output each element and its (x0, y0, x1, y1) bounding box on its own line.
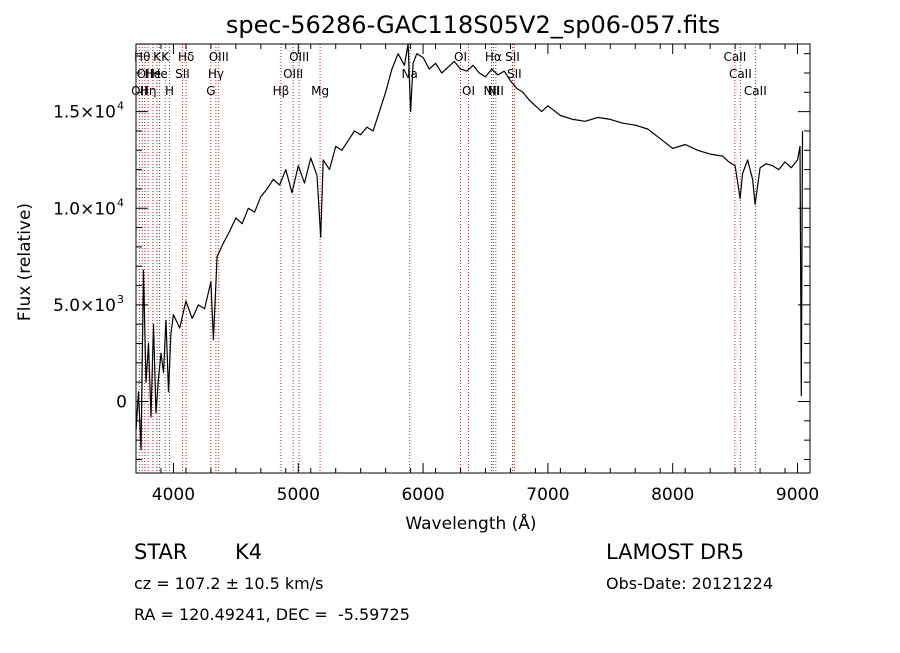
y-tick-exponent-3: 4 (117, 100, 124, 113)
x-tick-label-3: 7000 (526, 485, 569, 505)
spectral-line-label-19: OI (454, 50, 467, 64)
chart-title: spec-56286-GAC118S05V2_sp06-057.fits (226, 11, 720, 39)
y-tick-exponent-2: 4 (117, 196, 124, 209)
spectral-line-label-1: Hθ (134, 50, 150, 64)
spectral-line-label-3: Hη (140, 84, 157, 98)
x-tick-label-0: 4000 (152, 485, 195, 505)
spectral-line-label-23: NII (488, 84, 504, 98)
object-subclass: K4 (235, 540, 263, 564)
spectral-line-label-24: SII (505, 50, 520, 64)
spectral-line-label-18: Na (402, 67, 418, 81)
y-tick-label-1: 5.0×10 (53, 296, 116, 316)
y-tick-label-3: 1.5×10 (53, 103, 116, 123)
spectral-line-label-26: CaII (723, 50, 746, 64)
spectral-line-label-12: Hγ (208, 67, 224, 81)
spectrum-series (135, 43, 804, 451)
spectral-line-label-21: NII (483, 84, 499, 98)
x-tick-label-4: 8000 (651, 485, 694, 505)
object-class: STAR (134, 540, 188, 564)
spectral-line-label-27: CaII (729, 67, 752, 81)
spectral-line-label-15: OIII (283, 67, 303, 81)
spectral-line-label-6: He (151, 67, 167, 81)
spectrum-line-0 (135, 43, 804, 451)
observation-date: Obs-Date: 20121224 (606, 574, 774, 593)
spectral-line-label-17: Mg (311, 84, 329, 98)
x-tick-label-5: 9000 (776, 485, 819, 505)
spectral-line-label-11: G (206, 84, 215, 98)
y-tick-label-0: 0 (116, 393, 127, 413)
spectral-line-label-0: OII (131, 84, 148, 98)
x-tick-label-2: 6000 (401, 485, 444, 505)
line-labels: OIIHθOIIHηHeKHeKHSIIHδGHγOIIIHβOIIIOIIIM… (131, 50, 767, 98)
redshift-velocity: cz = 107.2 ± 10.5 km/s (134, 574, 324, 593)
x-tick-label-1: 5000 (277, 485, 320, 505)
spectral-line-markers (138, 44, 756, 473)
spectral-line-label-25: SII (507, 67, 522, 81)
spectral-line-label-9: SII (175, 67, 190, 81)
y-tick-label-2: 1.0×10 (53, 199, 116, 219)
spectral-line-label-8: H (165, 84, 174, 98)
spectral-line-label-22: Hα (485, 50, 502, 64)
spectral-line-label-13: OIII (209, 50, 229, 64)
survey-name: LAMOST DR5 (606, 540, 745, 564)
spectral-line-label-20: OI (462, 84, 475, 98)
spectral-line-label-2: OII (137, 67, 154, 81)
y-tick-exponent-1: 3 (117, 293, 124, 306)
spectral-line-label-4: He (145, 67, 161, 81)
spectral-line-label-16: OIII (289, 50, 309, 64)
plot-frame (135, 43, 811, 474)
x-axis-label: Wavelength (Å) (405, 512, 536, 534)
y-axis-label: Flux (relative) (15, 203, 35, 321)
spectral-line-label-7: K (161, 50, 170, 64)
spectral-line-label-10: Hδ (178, 50, 194, 64)
spectral-line-label-28: CaII (744, 84, 767, 98)
spectral-line-label-5: K (153, 50, 162, 64)
spectral-line-label-14: Hβ (273, 84, 290, 98)
coordinates: RA = 120.49241, DEC = -5.59725 (134, 605, 410, 624)
